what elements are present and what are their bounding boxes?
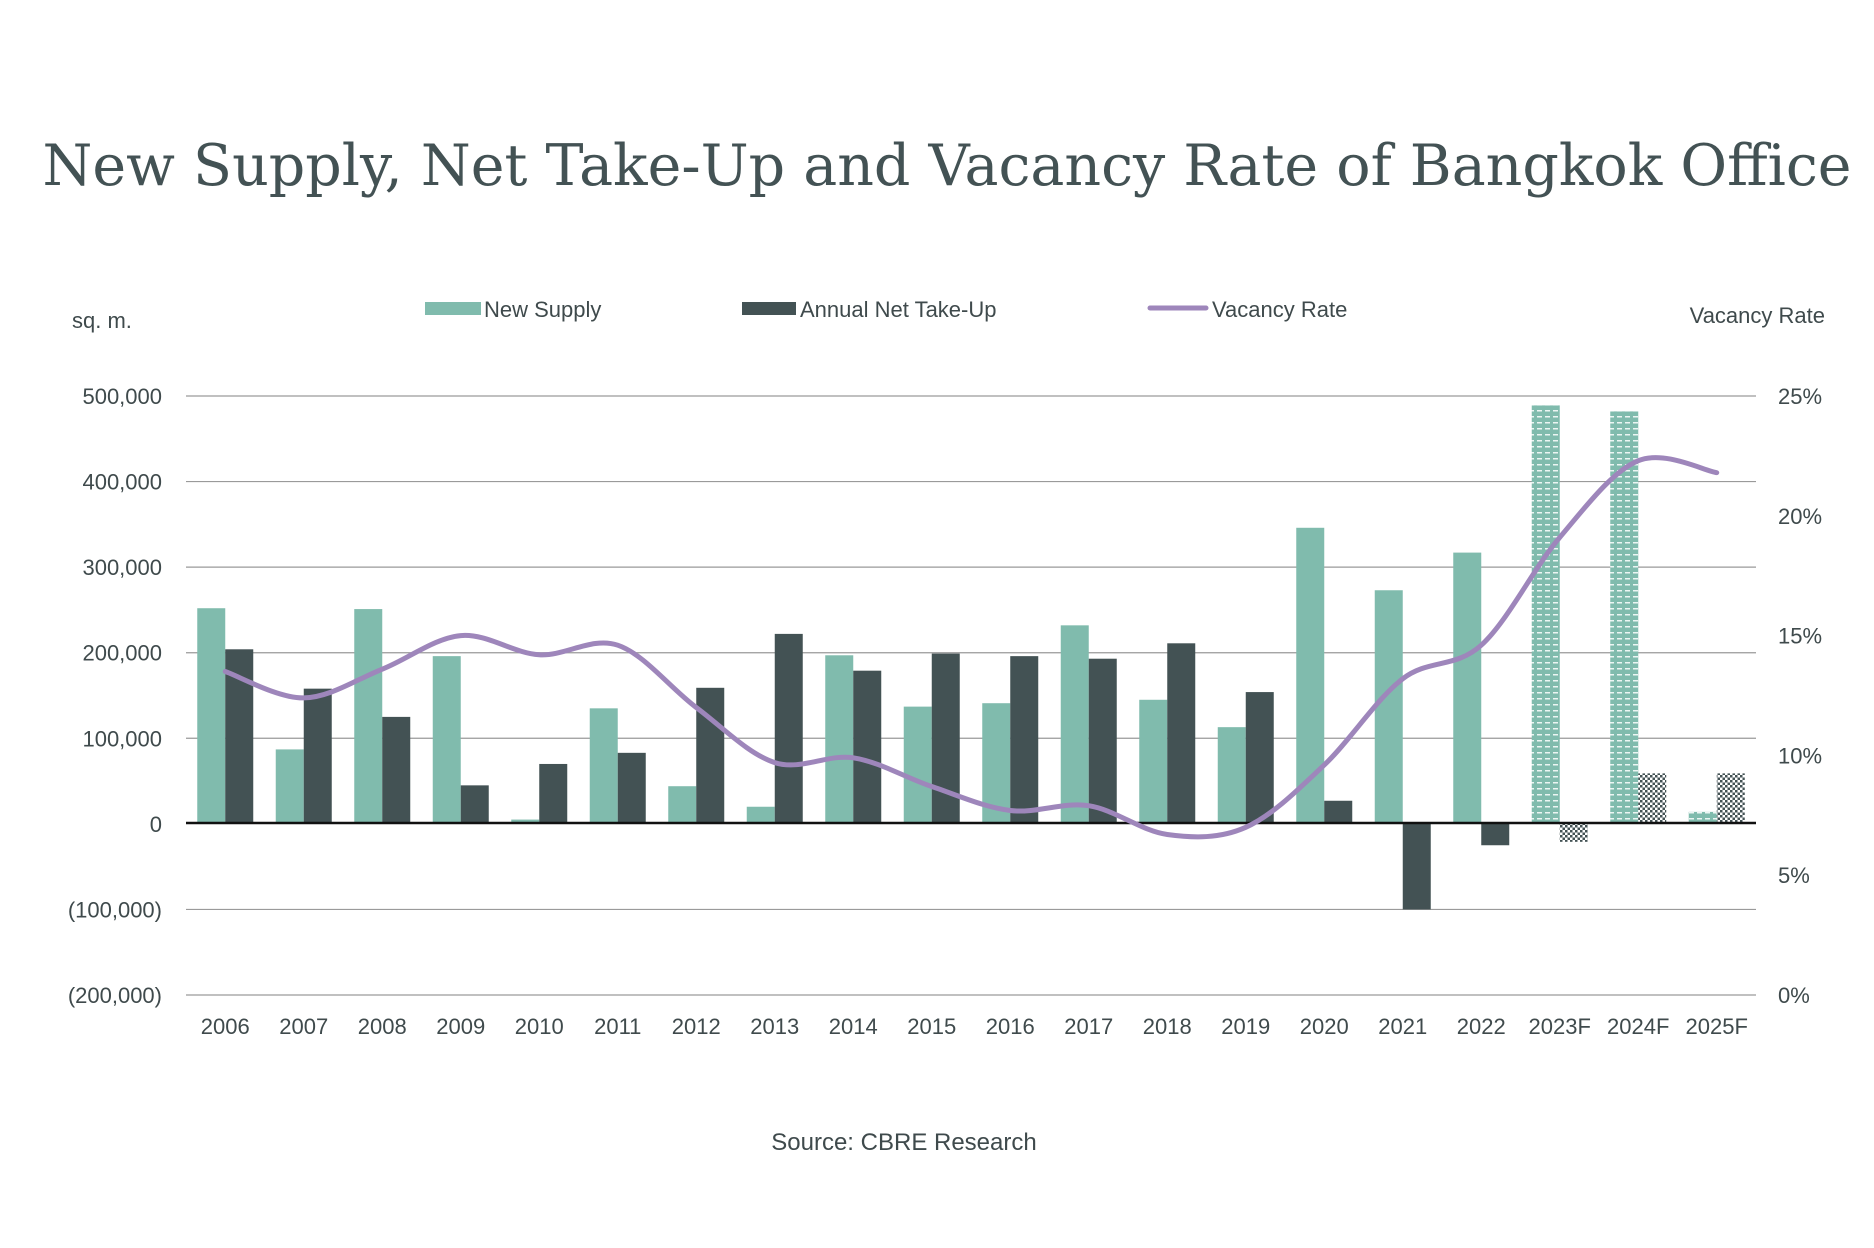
x-tick-label: 2009: [436, 1014, 485, 1039]
x-tick-label: 2021: [1378, 1014, 1427, 1039]
x-tick-label: 2012: [672, 1014, 721, 1039]
bar-new-supply: [197, 608, 226, 824]
bar-new-supply: [1374, 590, 1403, 824]
bar-net-take-up: [617, 752, 646, 824]
bar-net-take-up: [1559, 823, 1588, 842]
bar-net-take-up: [1324, 800, 1353, 824]
bar-new-supply: [354, 609, 383, 824]
bar-net-take-up: [853, 670, 882, 824]
bar-net-take-up: [774, 633, 803, 824]
y2-tick-label: 25%: [1778, 384, 1822, 409]
bar-net-take-up: [460, 785, 489, 824]
x-tick-label: 2006: [201, 1014, 250, 1039]
x-tick-label: 2020: [1300, 1014, 1349, 1039]
x-tick-label: 2025F: [1686, 1014, 1748, 1039]
bar-net-take-up: [382, 716, 411, 824]
y2-axis-label: Vacancy Rate: [1690, 303, 1825, 328]
bar-net-take-up: [1402, 823, 1431, 910]
bar-new-supply: [1060, 625, 1089, 824]
x-tick-label: 2018: [1143, 1014, 1192, 1039]
y-axis-label: sq. m.: [72, 308, 132, 333]
bar-new-supply: [903, 706, 932, 824]
x-tick-label: 2024F: [1607, 1014, 1669, 1039]
y-tick-label: 400,000: [82, 470, 162, 495]
gridlines: [186, 395, 1756, 996]
y-tick-label: 0: [150, 812, 162, 837]
y2-tick-label: 15%: [1778, 624, 1822, 649]
bar-net-take-up: [303, 688, 332, 824]
y-tick-label: 500,000: [82, 384, 162, 409]
bar-net-take-up: [539, 763, 568, 824]
bar-new-supply: [1688, 811, 1717, 824]
x-tick-label: 2023F: [1529, 1014, 1591, 1039]
y2-tick-label: 0%: [1778, 983, 1810, 1008]
source-note: Source: CBRE Research: [771, 1129, 1036, 1156]
y2-tick-label: 10%: [1778, 743, 1822, 768]
bar-net-take-up: [1010, 656, 1039, 824]
legend-label-new-supply: New Supply: [484, 297, 601, 322]
legend-label-vacancy-rate: Vacancy Rate: [1212, 297, 1347, 322]
bar-new-supply: [1217, 727, 1246, 824]
legend-swatch-new-supply: [425, 302, 481, 315]
x-tick-label: 2011: [594, 1014, 641, 1039]
y-axis-ticks: (200,000) (100,000) 0 100,000 200,000 300,000…: [68, 384, 162, 1008]
x-axis-ticks: 2006 2007 2008 2009 2010 2011 2012 2013 2014 2015…: [201, 1014, 1748, 1039]
y2-tick-label: 5%: [1778, 863, 1810, 888]
bar-new-supply: [1139, 699, 1168, 824]
bars: [197, 405, 1745, 910]
bar-net-take-up: [931, 653, 960, 824]
y-tick-label: 100,000: [82, 726, 162, 751]
bar-new-supply: [589, 708, 618, 824]
x-tick-label: 2010: [515, 1014, 564, 1039]
x-tick-label: 2017: [1064, 1014, 1113, 1039]
bar-new-supply: [1296, 527, 1325, 824]
legend-label-net-take-up: Annual Net Take-Up: [800, 297, 997, 322]
bar-new-supply: [746, 806, 775, 824]
bar-new-supply: [511, 819, 540, 824]
legend-swatch-net-take-up: [742, 302, 796, 315]
y-tick-label: (100,000): [68, 897, 162, 922]
x-tick-label: 2019: [1221, 1014, 1270, 1039]
y-tick-label: (200,000): [68, 983, 162, 1008]
bar-new-supply: [825, 655, 854, 824]
chart-title: New Supply, Net Take-Up and Vacancy Rate…: [43, 133, 1852, 199]
bar-net-take-up: [1088, 658, 1117, 824]
y2-axis-ticks: 0% 5% 10% 15% 20% 25%: [1778, 384, 1822, 1008]
x-tick-label: 2007: [279, 1014, 328, 1039]
bar-net-take-up: [1245, 692, 1274, 824]
x-tick-label: 2022: [1457, 1014, 1506, 1039]
bar-net-take-up: [1638, 773, 1667, 824]
y2-tick-label: 20%: [1778, 504, 1822, 529]
bar-new-supply: [1531, 405, 1560, 824]
bar-new-supply: [668, 786, 697, 824]
bar-new-supply: [432, 656, 461, 824]
bar-net-take-up: [1716, 773, 1745, 824]
bar-net-take-up: [1167, 643, 1196, 824]
x-tick-label: 2008: [358, 1014, 407, 1039]
x-tick-label: 2013: [750, 1014, 799, 1039]
vacancy-line-group: [222, 455, 1720, 840]
x-tick-label: 2016: [986, 1014, 1035, 1039]
bar-new-supply: [275, 749, 304, 824]
legend: New Supply Annual Net Take-Up Vacancy Ra…: [425, 297, 1347, 322]
x-tick-label: 2015: [907, 1014, 956, 1039]
bar-new-supply: [1453, 552, 1482, 824]
y-tick-label: 200,000: [82, 641, 162, 666]
bar-new-supply: [1610, 411, 1639, 824]
x-tick-label: 2014: [829, 1014, 878, 1039]
bar-net-take-up: [1481, 823, 1510, 846]
y-tick-label: 300,000: [82, 555, 162, 580]
